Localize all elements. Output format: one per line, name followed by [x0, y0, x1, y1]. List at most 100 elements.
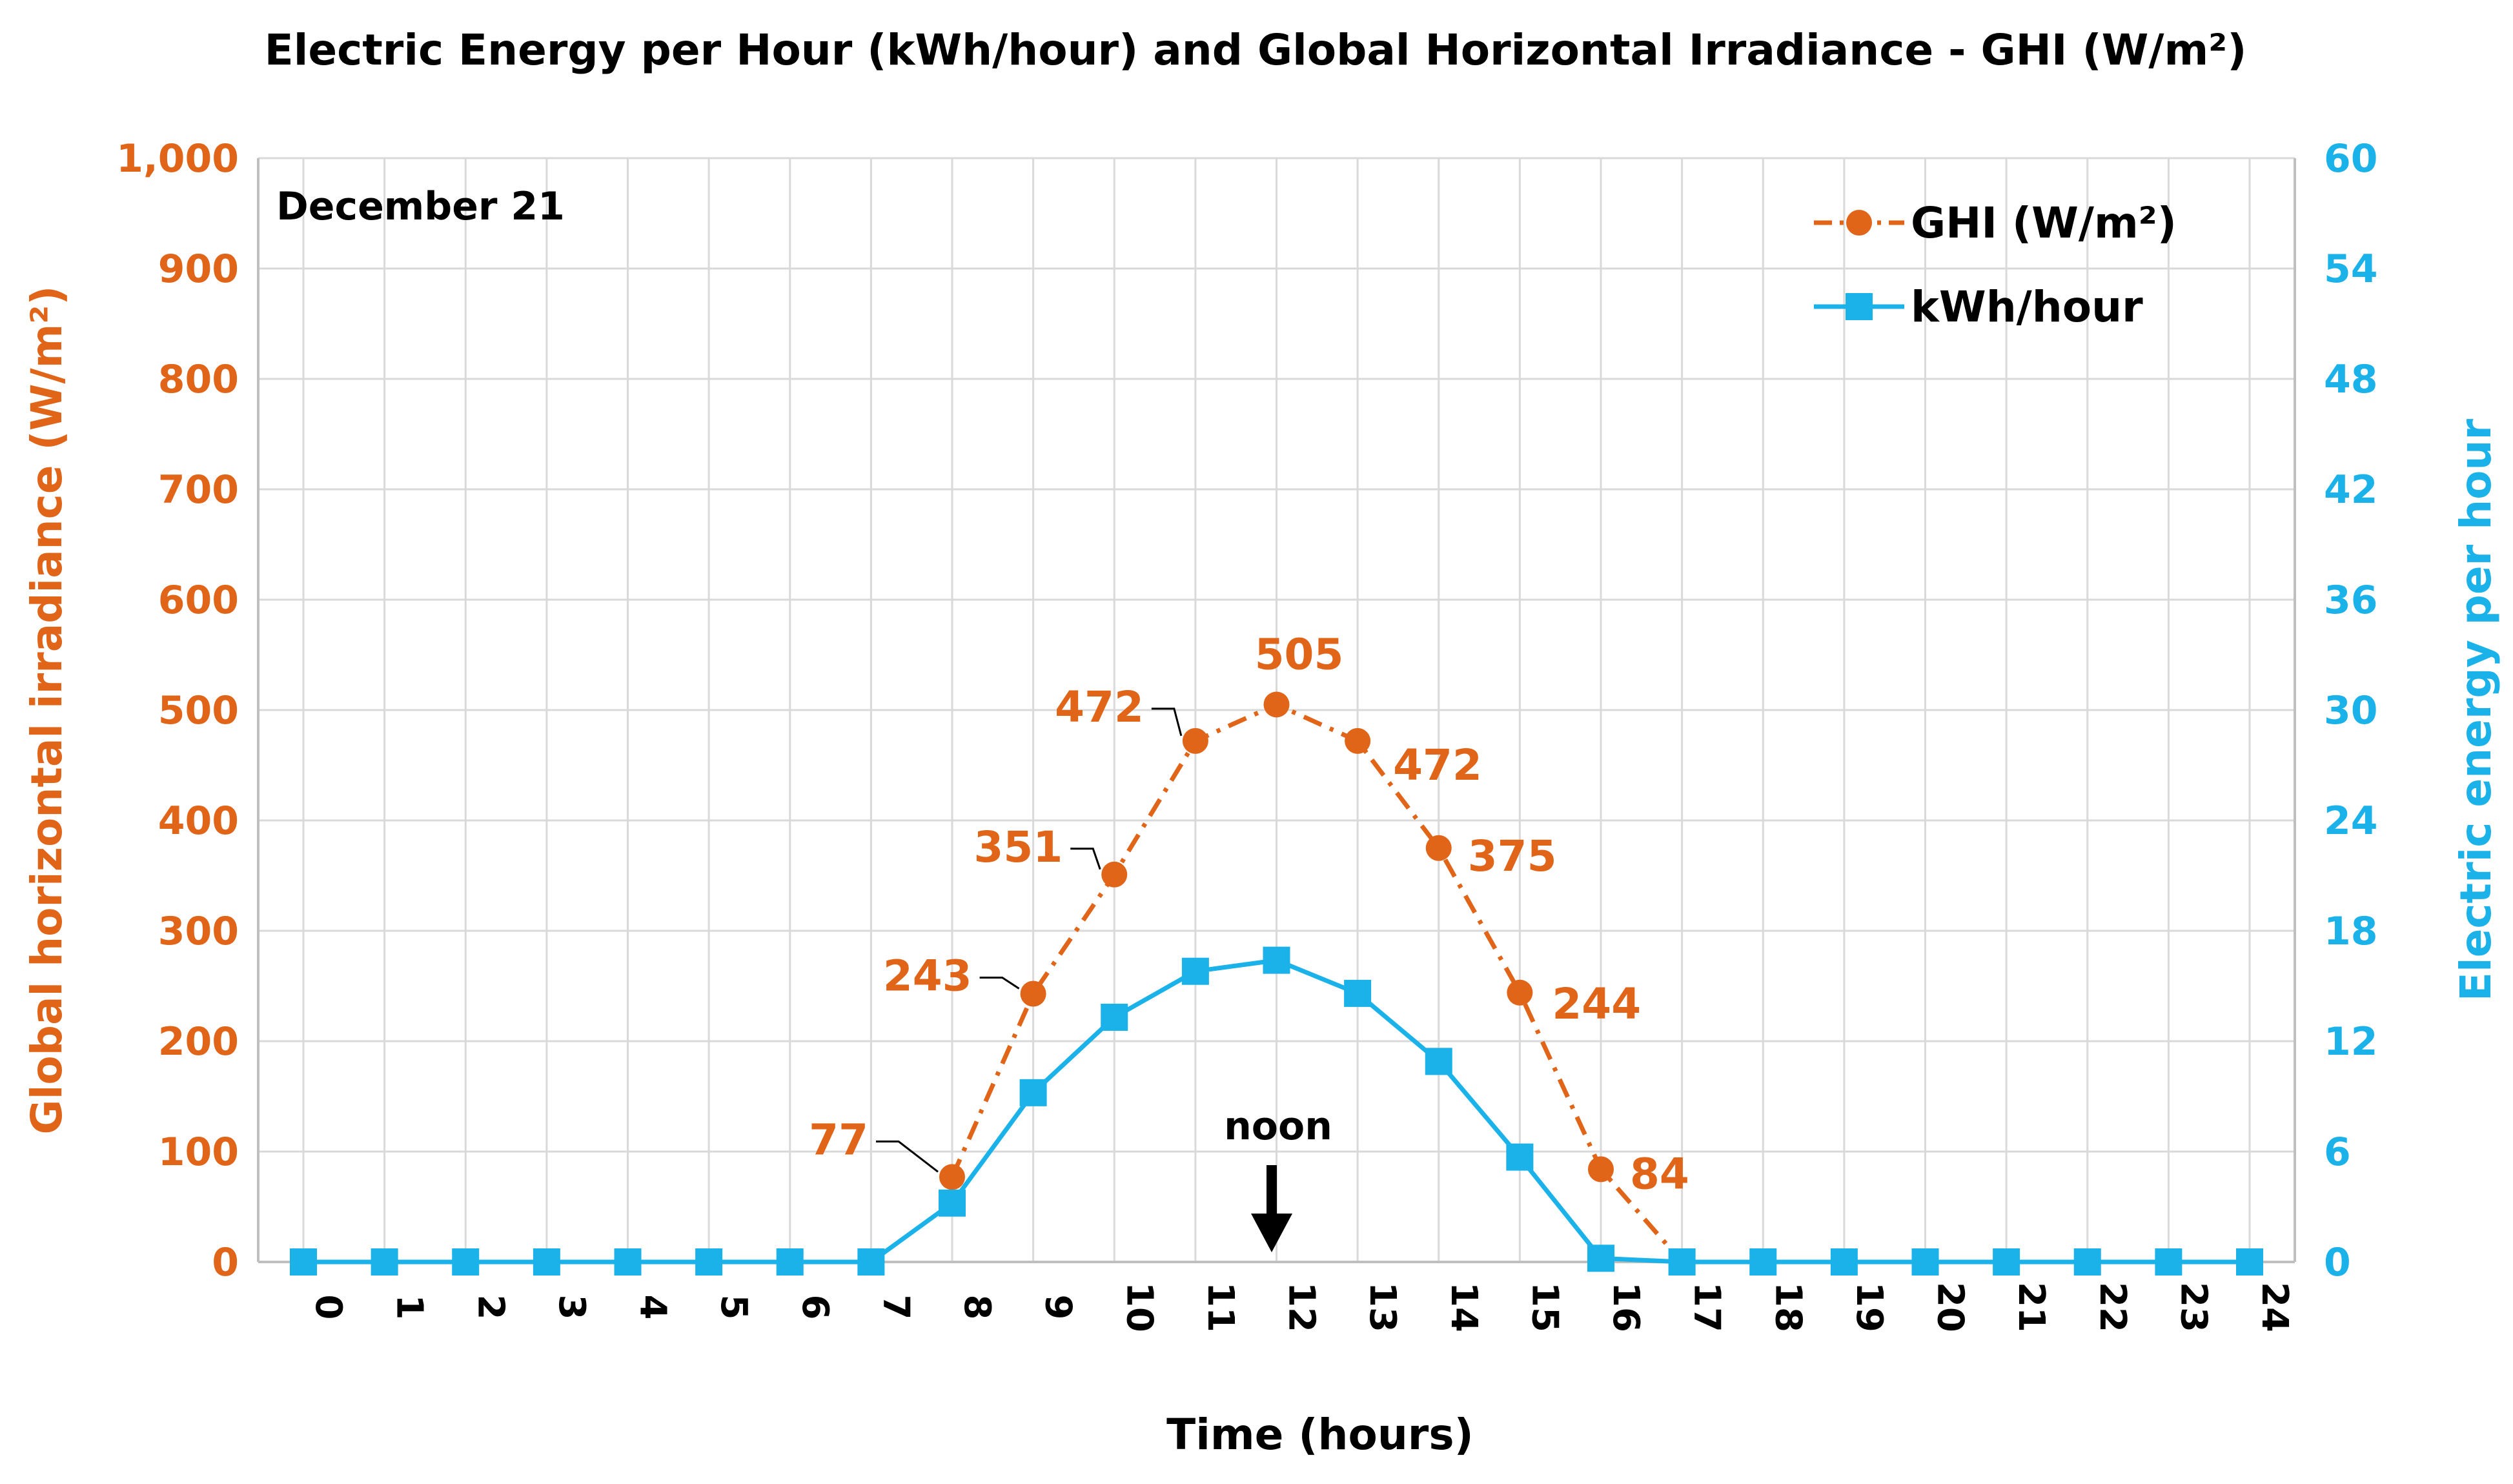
kwh-point [1506, 1143, 1534, 1171]
x-axis-label: Time (hours) [1166, 1410, 1474, 1459]
grid [258, 157, 2295, 1263]
y-right-tick-label: 6 [2324, 1130, 2351, 1175]
x-tick-label: 12 [1281, 1282, 1323, 1332]
kwh-point [1344, 979, 1372, 1007]
kwh-point [857, 1248, 885, 1276]
ghi-leader-line [876, 1140, 939, 1173]
x-tick-label: 17 [1686, 1282, 1728, 1332]
noon-label: noon [1224, 1104, 1332, 1149]
y-left-tick-label: 1,000 [116, 136, 239, 181]
kwh-point [2155, 1248, 2182, 1276]
ghi-point [1263, 691, 1290, 718]
x-tick-label: 2 [469, 1295, 511, 1320]
y-left-tick-label: 700 [158, 467, 239, 513]
kwh-point [614, 1248, 642, 1276]
x-tick-label: 3 [551, 1295, 593, 1320]
legend-ghi-marker [1846, 210, 1872, 236]
kwh-point [1263, 946, 1290, 974]
x-tick-label: 18 [1767, 1282, 1809, 1332]
left-axis-ticks: 0 100 200 300 400 500 600 700 800 900 1,000 [116, 136, 239, 1285]
y-right-tick-label: 42 [2324, 467, 2378, 513]
ghi-data-label: 505 [1255, 629, 1344, 679]
x-tick-label: 21 [2010, 1282, 2052, 1332]
ghi-data-label: 77 [809, 1115, 868, 1164]
kwh-point [1019, 1079, 1047, 1106]
y-right-tick-label: 0 [2324, 1240, 2351, 1285]
ghi-data-label: 84 [1630, 1149, 1689, 1199]
ghi-leader-line [1070, 848, 1101, 870]
ghi-data-label: 375 [1468, 831, 1557, 881]
ghi-data-label: 244 [1552, 979, 1641, 1029]
kwh-point [452, 1248, 480, 1276]
y-left-tick-label: 800 [158, 357, 239, 402]
x-tick-label: 13 [1361, 1282, 1403, 1332]
kwh-point [1668, 1248, 1696, 1276]
x-tick-label: 22 [2091, 1282, 2133, 1332]
kwh-point [290, 1248, 317, 1276]
x-tick-label: 20 [1929, 1282, 1971, 1332]
kwh-point [1425, 1048, 1452, 1075]
x-tick-label: 24 [2254, 1282, 2295, 1332]
kwh-point [1993, 1248, 2020, 1276]
kwh-point [939, 1189, 966, 1217]
x-tick-label: 6 [794, 1295, 836, 1320]
ghi-line [950, 702, 1684, 1264]
kwh-point [1101, 1003, 1128, 1031]
right-axis-ticks: 0 6 12 18 24 30 36 42 48 54 60 [2324, 136, 2378, 1285]
y-left-tick-label: 0 [212, 1240, 239, 1285]
x-tick-label: 5 [713, 1295, 755, 1320]
ghi-point [1345, 727, 1371, 754]
y-axis-left-label: Global horizontal irradiance (W/m²) [22, 286, 72, 1135]
kwh-point [2236, 1248, 2263, 1276]
ghi-leader-line [1151, 707, 1183, 737]
ghi-data-label: 472 [1055, 682, 1144, 732]
noon-arrow-head [1251, 1214, 1292, 1252]
x-tick-label: 10 [1118, 1282, 1160, 1332]
kwh-point [1181, 957, 1209, 985]
ghi-point [1588, 1156, 1614, 1183]
kwh-point [533, 1248, 560, 1276]
y-right-tick-label: 12 [2324, 1019, 2378, 1064]
y-left-tick-label: 900 [158, 247, 239, 292]
y-left-tick-label: 100 [158, 1130, 239, 1175]
ghi-series [939, 691, 1684, 1264]
kwh-point [1830, 1248, 1858, 1276]
ghi-point [1425, 835, 1452, 861]
legend-kwh-label: kWh/hour [1911, 282, 2143, 332]
x-tick-label: 1 [389, 1295, 431, 1320]
kwh-series [290, 946, 2263, 1276]
x-tick-label: 15 [1523, 1282, 1565, 1332]
x-tick-label: 14 [1443, 1282, 1485, 1332]
ghi-leader-line [979, 976, 1020, 990]
y-right-tick-label: 60 [2324, 136, 2378, 181]
ghi-point [939, 1164, 965, 1190]
chart-title: Electric Energy per Hour (kWh/hour) and … [265, 25, 2247, 75]
kwh-point [776, 1248, 804, 1276]
y-left-tick-label: 500 [158, 688, 239, 733]
y-left-tick-label: 200 [158, 1019, 239, 1064]
legend: GHI (W/m²) kWh/hour [1814, 198, 2177, 332]
x-tick-label: 23 [2172, 1282, 2214, 1332]
ghi-data-label: 351 [973, 822, 1063, 872]
y-axis-right-label: Electric energy per hour [2451, 418, 2501, 1001]
x-tick-label: 7 [875, 1295, 917, 1320]
legend-ghi-label: GHI (W/m²) [1911, 198, 2177, 248]
date-annotation: December 21 [276, 184, 565, 229]
x-tick-label: 8 [956, 1295, 998, 1320]
x-tick-label: 9 [1037, 1295, 1079, 1320]
leader-lines [876, 707, 1183, 1173]
y-right-tick-label: 30 [2324, 688, 2378, 733]
kwh-point [1749, 1248, 1777, 1276]
ghi-point [1507, 979, 1533, 1006]
legend-kwh-marker [1846, 293, 1873, 320]
x-tick-label: 11 [1199, 1282, 1241, 1332]
noon-marker: noon [1224, 1104, 1332, 1252]
y-left-tick-label: 400 [158, 798, 239, 844]
kwh-point [1911, 1248, 1939, 1276]
ghi-point [1101, 861, 1128, 888]
ghi-data-labels: 77 243 351 472 505 472 375 244 84 [809, 629, 1689, 1199]
x-tick-label: 4 [632, 1295, 674, 1320]
y-right-tick-label: 36 [2324, 578, 2378, 623]
y-right-tick-label: 48 [2324, 357, 2378, 402]
